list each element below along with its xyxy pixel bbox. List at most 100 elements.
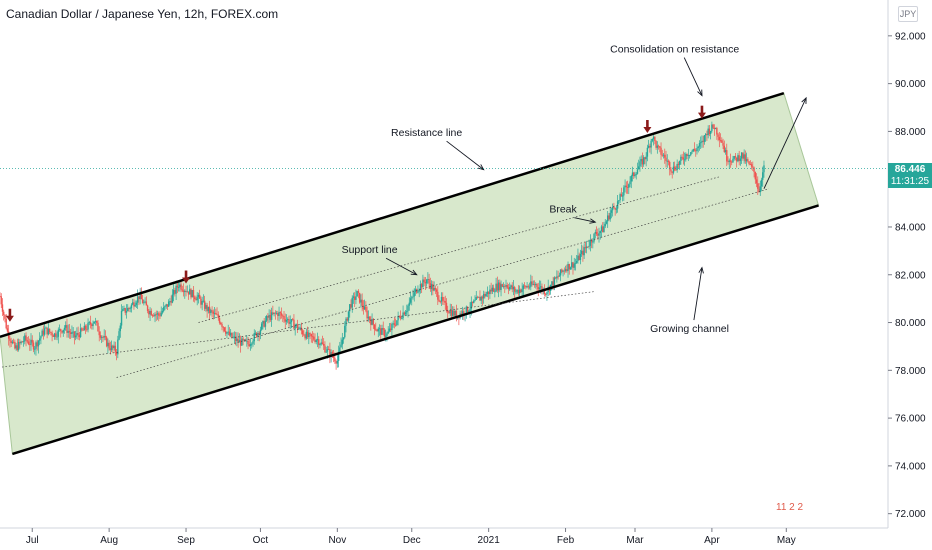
down-arrow-icon (697, 112, 706, 119)
candle-body (753, 167, 755, 172)
time-axis[interactable]: Jul Aug Sep Oct Nov Dec 2021 Feb Mar Apr May (26, 528, 796, 546)
candle-body (600, 226, 603, 232)
candle-body (196, 297, 198, 301)
candle-body (9, 338, 11, 341)
candle-body (346, 318, 348, 321)
candle-body (362, 305, 365, 310)
candle-body (299, 327, 301, 329)
candle-body (159, 315, 161, 317)
candle-body (355, 296, 357, 300)
candle-body (273, 312, 275, 314)
candle-body (556, 276, 558, 279)
candle-body (614, 207, 616, 210)
candle-body (280, 313, 283, 316)
candle-body (533, 284, 536, 286)
price-axis[interactable]: 92.00090.00088.00086.00084.00082.00080.0… (888, 31, 926, 520)
tradingview-logo-icon[interactable]: 11 2 2 (776, 502, 804, 513)
candle-body (200, 298, 202, 305)
candle-body (179, 284, 181, 288)
candle-body (706, 134, 708, 136)
candle-body (171, 294, 174, 303)
candle-body (269, 314, 272, 320)
candle-body (752, 166, 754, 168)
candle-body (700, 142, 702, 144)
time-tick-label: Mar (626, 535, 644, 546)
candle-body (408, 302, 410, 306)
candle-body (748, 161, 750, 165)
candle-body (293, 319, 295, 329)
candle-body (298, 328, 300, 330)
candle-body (490, 289, 492, 292)
candle-body (332, 356, 335, 358)
candle-body (252, 341, 254, 344)
candle-body (84, 325, 87, 330)
annotation-label: Break (549, 204, 577, 216)
candle-body (357, 290, 360, 293)
price-tick-label: 80.000 (895, 318, 926, 329)
candle-body (482, 293, 485, 299)
candle-body (422, 279, 424, 288)
candle-body (721, 140, 723, 143)
candle-body (274, 312, 277, 314)
candle-body (254, 332, 257, 334)
candle-body (86, 329, 88, 331)
candle-body (81, 328, 83, 331)
annotation-arrow (385, 257, 417, 276)
candle-body (285, 320, 288, 322)
candle-body (68, 330, 71, 333)
candle-body (148, 310, 150, 315)
candle-body (150, 310, 153, 316)
candle-body (253, 333, 255, 342)
candle-body (6, 328, 9, 332)
candle-body (496, 283, 499, 291)
candle-body (480, 296, 482, 301)
candle-body (26, 340, 28, 342)
candle-body (145, 301, 148, 306)
time-tick-label: Sep (177, 535, 195, 546)
candle-body (135, 302, 138, 305)
candle-body (686, 153, 688, 157)
candle-body (94, 321, 97, 322)
candle-body (696, 148, 698, 152)
candle-body (119, 325, 122, 332)
candle-body (278, 312, 280, 316)
price-tick-label: 76.000 (895, 414, 926, 425)
candle-body (716, 127, 718, 135)
candle-body (640, 159, 642, 162)
candle-body (693, 149, 696, 151)
candle-body (382, 328, 384, 330)
candle-body (552, 281, 554, 286)
candle-body (433, 287, 435, 291)
candle-body (288, 319, 290, 324)
candle-body (610, 210, 613, 213)
candle-body (78, 334, 81, 338)
candle-body (572, 262, 574, 268)
annotation-arrow (693, 267, 703, 321)
candle-body (579, 253, 582, 260)
candle-body (381, 328, 383, 335)
candle-body (651, 139, 654, 141)
candle-body (502, 285, 505, 287)
candle-body (517, 289, 520, 294)
candle-body (489, 289, 491, 295)
candle-body (363, 306, 366, 310)
candle-body (176, 285, 179, 288)
candle-body (314, 339, 316, 342)
candle-body (249, 344, 252, 346)
candle-body (551, 281, 553, 285)
candle-body (466, 306, 469, 313)
candle-body (578, 255, 580, 260)
candle-body (73, 331, 76, 338)
candle-body (205, 305, 207, 309)
candle-body (189, 289, 191, 295)
candle-body (61, 331, 63, 333)
candle-body (109, 348, 112, 351)
candle-body (677, 163, 680, 165)
currency-unit-badge[interactable]: JPY (898, 6, 918, 22)
candle-body (406, 310, 408, 313)
candle-body (258, 332, 260, 335)
candle-body (443, 300, 445, 302)
candle-body (93, 321, 95, 324)
candle-body (360, 299, 362, 303)
